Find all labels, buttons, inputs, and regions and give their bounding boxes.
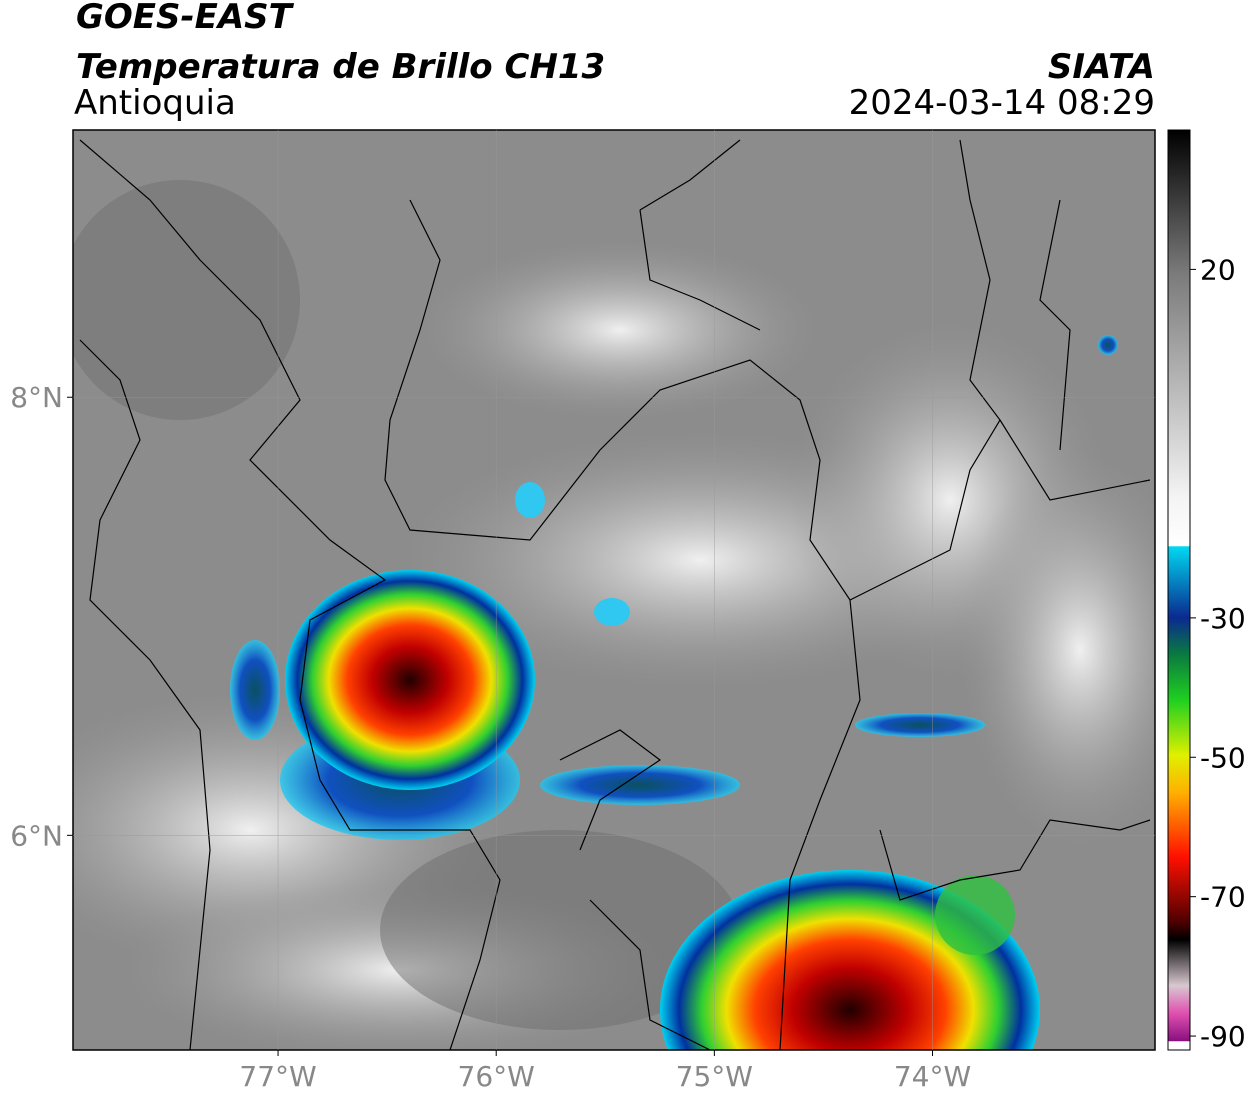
y-tick-label: 6°N <box>10 819 63 852</box>
colorbar-tick-label: 20 <box>1200 253 1236 286</box>
x-tick-label: 74°W <box>894 1060 971 1093</box>
map-frame <box>72 129 1156 1051</box>
region: Antioquia <box>74 83 236 123</box>
colorbar-tick-label: -70 <box>1200 881 1246 914</box>
x-tick-label: 77°W <box>239 1060 316 1093</box>
satellite-image <box>73 130 1155 1050</box>
colorbar-tick-label: -90 <box>1200 1020 1246 1053</box>
colorbar-tick-label: -50 <box>1200 741 1246 774</box>
satellite: GOES-EAST <box>76 0 295 37</box>
source: SIATA <box>1048 47 1155 87</box>
x-tick-label: 76°W <box>458 1060 535 1093</box>
y-tick-label: 8°N <box>10 381 63 414</box>
datetime: 2024-03-14 08:29 <box>849 83 1155 123</box>
product: Temperatura de Brillo CH13 <box>76 47 605 87</box>
x-tick-label: 75°W <box>676 1060 753 1093</box>
colorbar-tick-label: -30 <box>1200 602 1246 635</box>
colorbar <box>1167 129 1191 1051</box>
